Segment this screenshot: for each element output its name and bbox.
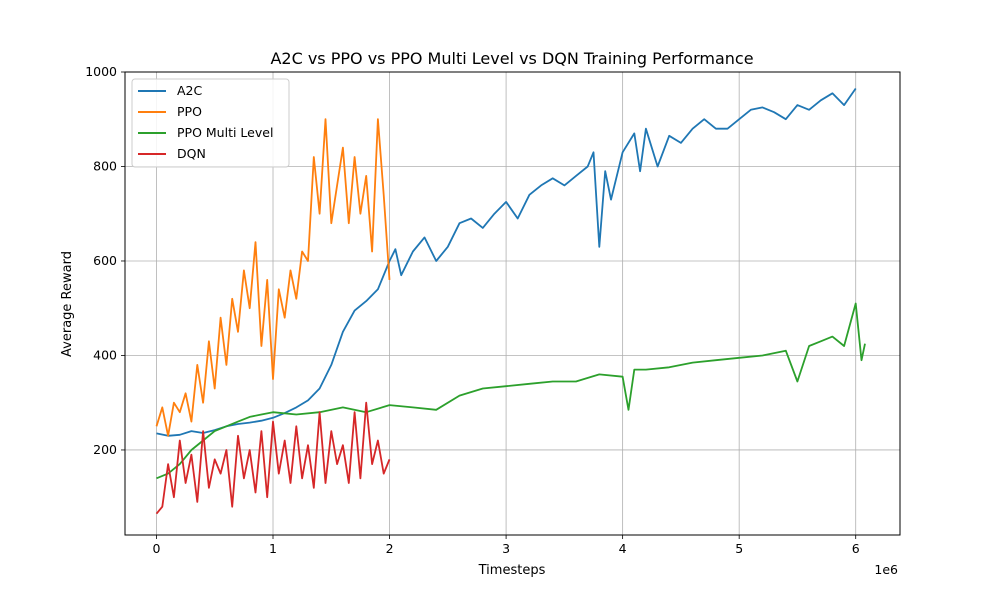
x-tick-label: 6 bbox=[852, 541, 860, 556]
series-line-ppo-multi-level bbox=[156, 302, 866, 480]
y-axis-label: Average Reward bbox=[60, 251, 75, 357]
series-line-dqn bbox=[155, 401, 391, 515]
x-tick-label: 0 bbox=[152, 541, 160, 556]
series-lines bbox=[155, 87, 866, 515]
x-tick-label: 3 bbox=[502, 541, 510, 556]
y-tick-label: 400 bbox=[93, 347, 117, 362]
y-tick-label: 200 bbox=[93, 442, 117, 457]
series-line-a2c bbox=[156, 87, 857, 437]
x-tick-label: 5 bbox=[735, 541, 743, 556]
plot-area-frame bbox=[124, 71, 901, 536]
x-tick-label: 1 bbox=[269, 541, 277, 556]
x-axis-label: Timesteps bbox=[478, 563, 546, 578]
legend: A2C PPO PPO Multi Level DQN bbox=[131, 78, 290, 168]
legend-label-a2c: A2C bbox=[177, 83, 203, 98]
y-tick-label: 800 bbox=[93, 158, 117, 173]
x-axis-scale-label: 1e6 bbox=[874, 562, 898, 577]
legend-label-ppo-multi-level: PPO Multi Level bbox=[177, 125, 273, 140]
x-tick-label: 4 bbox=[619, 541, 627, 556]
legend-label-dqn: DQN bbox=[177, 146, 206, 161]
x-tick-label: 2 bbox=[386, 541, 394, 556]
y-tick-label: 1000 bbox=[85, 64, 117, 79]
series-line-ppo bbox=[155, 118, 391, 437]
axis-ticks: 0 1 2 3 4 5 6 200 400 600 800 1000 bbox=[85, 64, 860, 556]
chart-title: A2C vs PPO vs PPO Multi Level vs DQN Tra… bbox=[270, 49, 753, 68]
legend-label-ppo: PPO bbox=[177, 104, 202, 119]
legend-box bbox=[131, 78, 290, 168]
y-tick-label: 600 bbox=[93, 253, 117, 268]
